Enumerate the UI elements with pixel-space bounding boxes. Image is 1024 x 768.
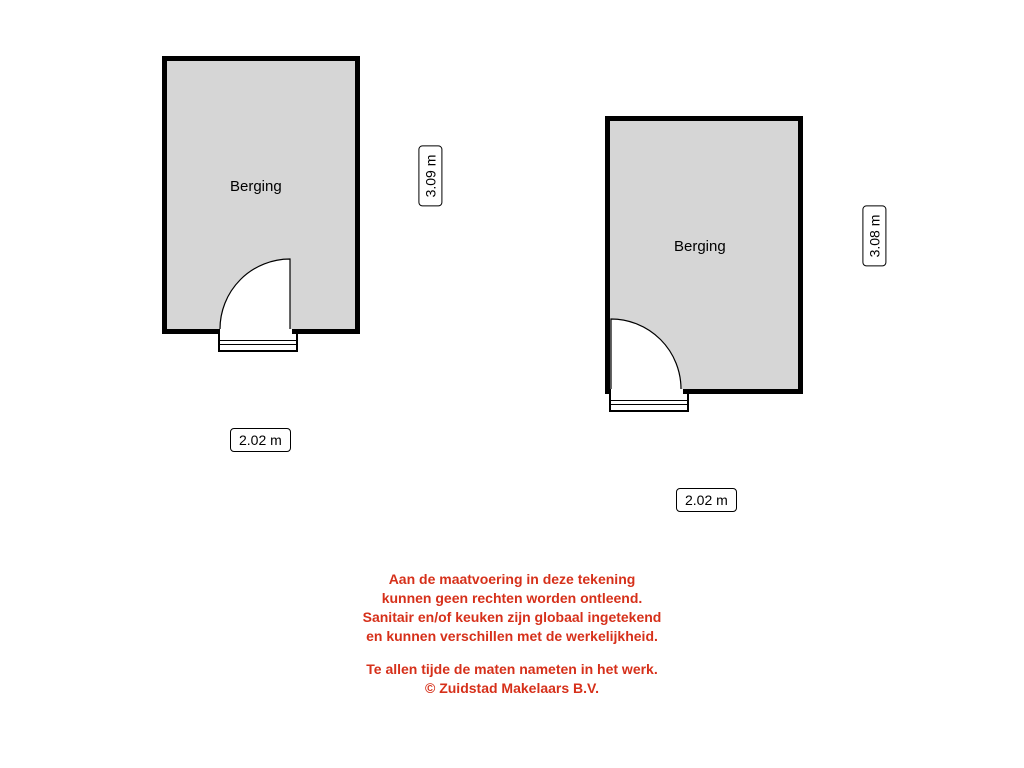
door-arc-left: [218, 257, 292, 331]
door-threshold-right: [609, 394, 689, 412]
dim-width-right: 2.02 m: [676, 488, 737, 512]
disclaimer-line: Te allen tijde de maten nameten in het w…: [0, 660, 1024, 679]
disclaimer-line: © Zuidstad Makelaars B.V.: [0, 679, 1024, 698]
dim-height-left: 3.09 m: [418, 146, 442, 207]
door-arc-right: [609, 317, 683, 391]
room-right-label: Berging: [674, 238, 726, 255]
dim-height-right: 3.08 m: [862, 206, 886, 267]
disclaimer-line: en kunnen verschillen met de werkelijkhe…: [0, 627, 1024, 646]
disclaimer-line: Aan de maatvoering in deze tekening: [0, 570, 1024, 589]
dim-width-left: 2.02 m: [230, 428, 291, 452]
door-threshold-left: [218, 334, 298, 352]
disclaimer-block-1: Aan de maatvoering in deze tekening kunn…: [0, 570, 1024, 646]
disclaimer-line: Sanitair en/of keuken zijn globaal inget…: [0, 608, 1024, 627]
room-left-label: Berging: [230, 178, 282, 195]
disclaimer-line: kunnen geen rechten worden ontleend.: [0, 589, 1024, 608]
disclaimer-block-2: Te allen tijde de maten nameten in het w…: [0, 660, 1024, 698]
